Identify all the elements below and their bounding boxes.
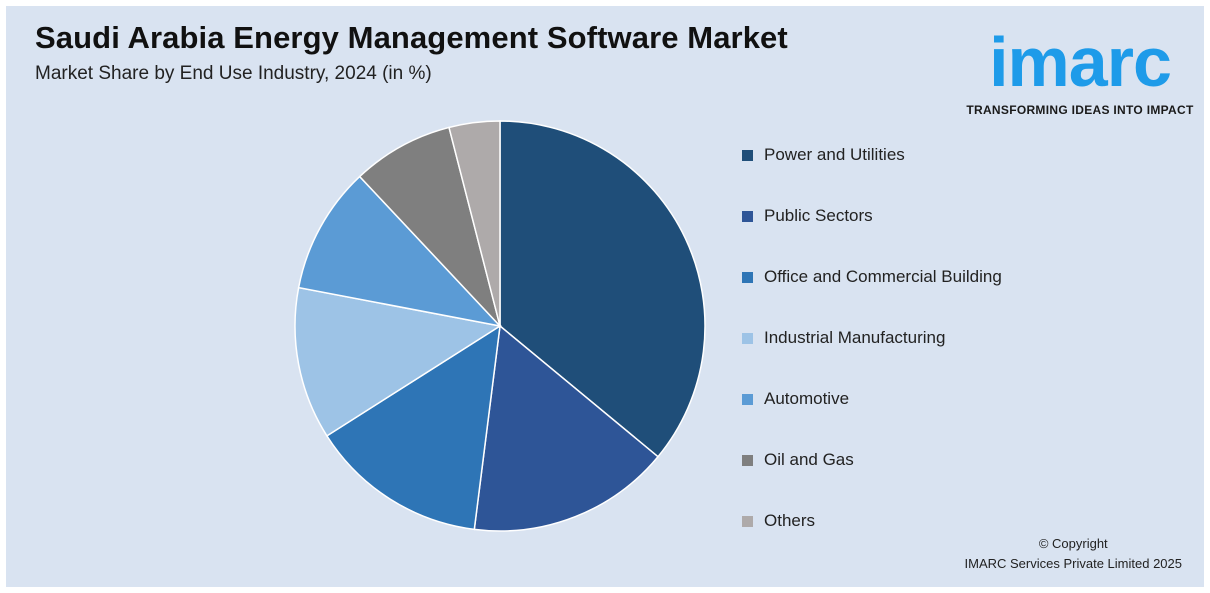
copyright-line-1: © Copyright xyxy=(1038,536,1108,551)
legend-swatch xyxy=(742,211,753,222)
legend-label: Oil and Gas xyxy=(764,450,854,469)
pie-slice-oil-and-gas xyxy=(358,126,501,327)
copyright-line-2: IMARC Services Private Limited 2025 xyxy=(964,556,1182,571)
legend-swatch xyxy=(742,333,753,344)
pie-slice-office-and-commercial-building xyxy=(325,324,501,531)
pie-chart xyxy=(294,120,706,532)
logo-wordmark: imarc xyxy=(989,23,1172,101)
chart-subtitle: Market Share by End Use Industry, 2024 (… xyxy=(35,63,432,84)
pie-slice-industrial-manufacturing xyxy=(294,286,503,437)
legend-label: Automotive xyxy=(764,389,850,408)
legend-swatch xyxy=(742,394,753,405)
logo-tagline: TRANSFORMING IDEAS INTO IMPACT xyxy=(966,103,1194,117)
legend-swatch xyxy=(742,516,753,527)
pie-slice-public-sectors xyxy=(473,324,660,532)
imarc-logo: imarc TRANSFORMING IDEAS INTO IMPACT xyxy=(964,18,1196,124)
chart-frame: Saudi Arabia Energy Management Software … xyxy=(6,6,1204,587)
legend-swatch xyxy=(742,272,753,283)
pie-slice-others xyxy=(448,120,501,327)
legend-label: Power and Utilities xyxy=(764,145,905,164)
pie-slice-automotive xyxy=(297,175,503,328)
legend-label: Others xyxy=(764,511,816,530)
legend-label: Industrial Manufacturing xyxy=(764,328,946,347)
legend-label: Public Sectors xyxy=(764,206,873,225)
chart-title: Saudi Arabia Energy Management Software … xyxy=(35,20,788,55)
legend-swatch xyxy=(742,455,753,466)
pie-slice-power-and-utilities xyxy=(499,120,706,458)
copyright-notice: © Copyright IMARC Services Private Limit… xyxy=(965,534,1182,574)
legend-swatch xyxy=(742,150,753,161)
legend-label: Office and Commercial Building xyxy=(764,267,1002,286)
